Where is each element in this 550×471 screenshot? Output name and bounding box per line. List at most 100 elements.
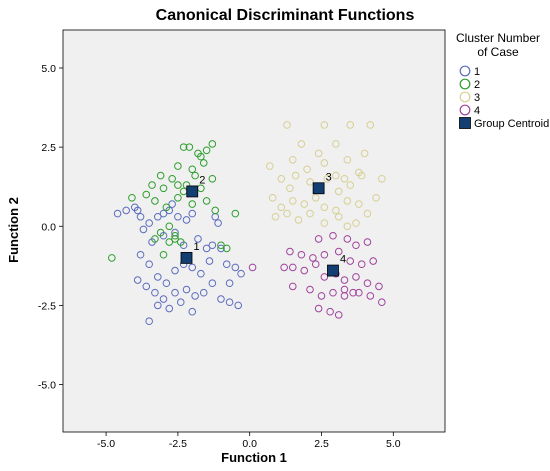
- cluster-2-point: [208, 140, 217, 148]
- cluster-1-point: [225, 298, 234, 307]
- cluster-2-point: [191, 171, 199, 180]
- cluster-4-point: [317, 292, 326, 300]
- cluster-1-point: [188, 209, 197, 218]
- y-tick-label: 2.5: [41, 142, 56, 154]
- cluster-2-point: [159, 184, 168, 193]
- cluster-1-point: [205, 257, 214, 265]
- x-tick-label: -5.0: [97, 438, 115, 450]
- cluster-3-point: [320, 121, 329, 129]
- cluster-2-point: [151, 235, 159, 243]
- cluster-2-point: [165, 238, 174, 246]
- cluster-1-point: [171, 288, 179, 297]
- cluster-1-point: [151, 288, 159, 297]
- cluster-3-point: [357, 171, 366, 180]
- cluster-4-point: [248, 263, 257, 272]
- legend-label-cluster-2: 2: [474, 79, 480, 91]
- group-centroid-marker: [327, 264, 339, 277]
- cluster-1-point: [202, 244, 211, 253]
- legend-marker-cluster-3: [459, 91, 471, 103]
- x-tick-label: 2.5: [314, 438, 329, 450]
- cluster-1-point: [237, 269, 245, 278]
- group-centroid-marker: [312, 182, 325, 195]
- legend-marker-cluster-2: [459, 78, 471, 90]
- cluster-1-point: [225, 279, 234, 288]
- cluster-1-point: [122, 206, 130, 215]
- cluster-2-point: [217, 241, 225, 250]
- cluster-3-point: [363, 209, 372, 218]
- cluster-4-point: [280, 263, 288, 272]
- cluster-4-point: [334, 311, 343, 319]
- cluster-2-point: [231, 209, 240, 218]
- cluster-1-point: [136, 212, 145, 221]
- cluster-2-point: [188, 200, 197, 208]
- cluster-1-point: [153, 273, 162, 281]
- cluster-1-point: [113, 209, 122, 218]
- cluster-2-point: [222, 244, 231, 253]
- cluster-3-point: [360, 149, 369, 158]
- cluster-3-point: [346, 121, 355, 129]
- cluster-4-point: [311, 260, 320, 269]
- cluster-4-point: [314, 235, 323, 243]
- cluster-3-point: [334, 212, 343, 221]
- cluster-1-point: [145, 260, 153, 269]
- cluster-4-point: [329, 231, 337, 240]
- cluster-1-point: [194, 235, 202, 243]
- cluster-1-point: [188, 263, 197, 272]
- legend-marker-cluster-1: [459, 65, 471, 77]
- cluster-2-point: [174, 181, 182, 189]
- legend-label-centroid: Group Centroid: [474, 118, 549, 130]
- cluster-3-point: [332, 140, 340, 148]
- cluster-4-point: [366, 292, 375, 300]
- cluster-4-point: [300, 266, 309, 275]
- cluster-3-point: [306, 209, 314, 218]
- cluster-2-point: [128, 193, 136, 202]
- cluster-4-point: [334, 247, 343, 256]
- centroid-label: 4: [340, 254, 346, 266]
- cluster-1-point: [153, 301, 162, 310]
- cluster-1-point: [139, 225, 148, 234]
- cluster-4-point: [369, 257, 377, 265]
- cluster-3-point: [283, 121, 291, 129]
- x-axis-ticks: -5.0 -2.5 0.0 2.5 5.0: [97, 432, 401, 450]
- cluster-2-point: [159, 250, 168, 259]
- y-tick-label: 0.0: [41, 221, 56, 233]
- cluster-2-point: [176, 238, 185, 246]
- cluster-4-point: [343, 235, 352, 243]
- cluster-3-point: [343, 222, 352, 231]
- cluster-2-point: [162, 203, 171, 212]
- cluster-4-point: [286, 247, 294, 256]
- cluster-3-point: [320, 159, 329, 167]
- legend-label-cluster-3: 3: [474, 92, 480, 104]
- x-tick-label: 0.0: [242, 438, 257, 450]
- cluster-4-point: [297, 250, 306, 259]
- cluster-1-point: [171, 266, 179, 275]
- legend-label-cluster-4: 4: [474, 105, 480, 117]
- cluster-3-point: [372, 193, 380, 202]
- cluster-2-point: [156, 228, 165, 237]
- cluster-2-point: [151, 197, 159, 205]
- cluster-3-point: [265, 162, 274, 170]
- cluster-4-point: [314, 304, 323, 313]
- cluster-1-point: [162, 279, 171, 288]
- cluster-1-point: [142, 282, 151, 291]
- cluster-1-point: [222, 260, 231, 269]
- cluster-4-point: [320, 250, 329, 259]
- y-tick-label: 5.0: [41, 63, 56, 75]
- y-tick-label: -2.5: [38, 300, 56, 312]
- cluster-2-point: [202, 146, 211, 155]
- cluster-3-point: [271, 212, 280, 221]
- cluster-1-point: [136, 250, 145, 259]
- cluster-4-point: [378, 298, 386, 307]
- cluster-2-point: [199, 159, 208, 167]
- cluster-1-point: [208, 279, 217, 288]
- cluster-4-point: [320, 273, 329, 281]
- cluster-1-point: [188, 307, 197, 316]
- cluster-3-point: [294, 216, 303, 224]
- plot-frame: [62, 29, 446, 433]
- cluster-2-point: [142, 190, 151, 199]
- x-tick-label: 5.0: [386, 438, 401, 450]
- group-centroid-marker: [186, 185, 199, 198]
- cluster-3-point: [306, 178, 314, 186]
- cluster-4-point: [340, 285, 349, 294]
